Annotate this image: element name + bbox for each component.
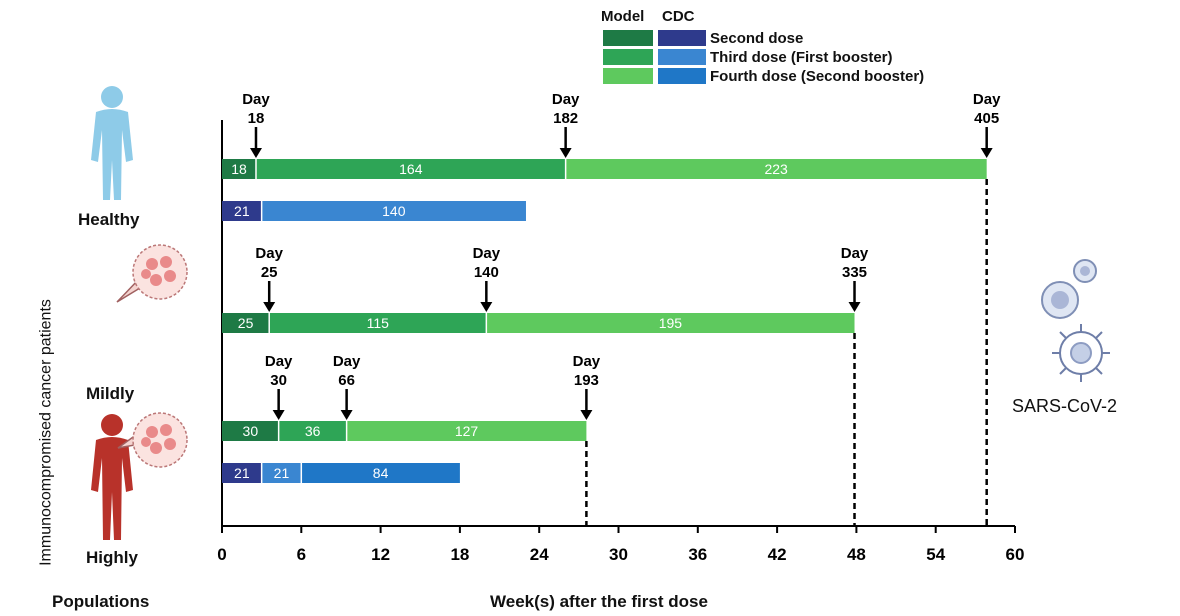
segment-value-label: 18 (231, 161, 247, 177)
bar-segment (222, 313, 270, 333)
legend-cdc-heading: CDC (662, 8, 695, 25)
day-marker-number: 182 (553, 110, 578, 127)
day-marker-number: 18 (248, 110, 265, 127)
day-marker-number: 140 (474, 264, 499, 281)
legend-swatch-model-third (603, 49, 653, 65)
day-marker-word: Day (242, 91, 270, 108)
legend-swatch-cdc-fourth (658, 68, 706, 84)
day-marker-arrowhead (559, 148, 572, 158)
day-marker-number: 335 (842, 264, 867, 281)
label-mildly: Mildly (86, 384, 135, 403)
legend-label-second-dose: Second dose (710, 30, 804, 47)
segment-value-label: 115 (367, 315, 390, 331)
label-sars-cov-2: SARS-CoV-2 (1012, 396, 1118, 416)
day-marker-word: Day (333, 353, 361, 370)
legend-swatch-model-second (603, 30, 653, 46)
x-tick-label: 42 (768, 545, 787, 564)
x-tick-label: 54 (926, 545, 945, 564)
label-populations: Populations (52, 592, 150, 611)
bar-segment (255, 159, 566, 179)
legend-label-fourth-dose: Fourth dose (Second booster) (710, 68, 925, 85)
segment-value-label: 140 (382, 203, 406, 219)
bar-segment (565, 159, 987, 179)
day-marker-arrowhead (980, 148, 993, 158)
label-healthy: Healthy (78, 210, 140, 229)
segment-value-label: 30 (243, 423, 259, 439)
day-marker-arrowhead (249, 148, 262, 158)
segment-value-label: 21 (234, 465, 250, 481)
bar-segment (222, 421, 279, 441)
legend-swatch-cdc-third (658, 49, 706, 65)
bar-segment (261, 463, 302, 483)
legend-label-third-dose: Third dose (First booster) (710, 49, 893, 66)
bar-segment (222, 201, 262, 221)
legend-swatch-model-fourth (603, 68, 653, 84)
day-marker-word: Day (973, 91, 1001, 108)
segment-value-label: 21 (274, 465, 290, 481)
day-marker-number: 25 (261, 264, 278, 281)
segment-value-label: 164 (399, 161, 423, 177)
segment-value-label: 223 (764, 161, 788, 177)
x-tick-label: 48 (847, 545, 866, 564)
bar-segment (222, 463, 262, 483)
day-marker-arrowhead (340, 410, 353, 420)
x-tick-label: 0 (217, 545, 226, 564)
bar-segment (269, 313, 487, 333)
day-marker-number: 405 (974, 110, 999, 127)
day-marker-arrowhead (272, 410, 285, 420)
x-axis-label: Week(s) after the first dose (490, 592, 708, 611)
day-marker-arrowhead (263, 302, 276, 312)
bar-segment (301, 463, 460, 483)
day-marker-number: 193 (574, 372, 599, 389)
day-marker-number: 30 (270, 372, 287, 389)
day-marker-arrowhead (848, 302, 861, 312)
day-marker-word: Day (473, 245, 501, 262)
bar-segment (346, 421, 587, 441)
day-marker-word: Day (573, 353, 601, 370)
x-tick-label: 6 (297, 545, 306, 564)
x-tick-label: 30 (609, 545, 628, 564)
legend-swatch-cdc-second (658, 30, 706, 46)
segment-value-label: 25 (238, 315, 254, 331)
x-tick-label: 60 (1006, 545, 1025, 564)
bar-segment (261, 201, 526, 221)
day-marker-word: Day (841, 245, 869, 262)
bar-segment (486, 313, 855, 333)
x-tick-label: 12 (371, 545, 390, 564)
segment-value-label: 36 (305, 423, 321, 439)
day-marker-word: Day (255, 245, 283, 262)
bar-segment (278, 421, 347, 441)
segment-value-label: 21 (234, 203, 250, 219)
bar-segment (222, 159, 256, 179)
legend-model-heading: Model (601, 8, 645, 25)
x-tick-label: 24 (530, 545, 549, 564)
day-marker-word: Day (265, 353, 293, 370)
day-marker-arrowhead (580, 410, 593, 420)
segment-value-label: 84 (373, 465, 389, 481)
x-tick-label: 18 (450, 545, 469, 564)
day-marker-arrowhead (480, 302, 493, 312)
day-marker-word: Day (552, 91, 580, 108)
x-tick-label: 36 (688, 545, 707, 564)
day-marker-number: 66 (338, 372, 355, 389)
label-highly: Highly (86, 548, 138, 567)
segment-value-label: 195 (659, 315, 683, 331)
segment-value-label: 127 (455, 423, 479, 439)
